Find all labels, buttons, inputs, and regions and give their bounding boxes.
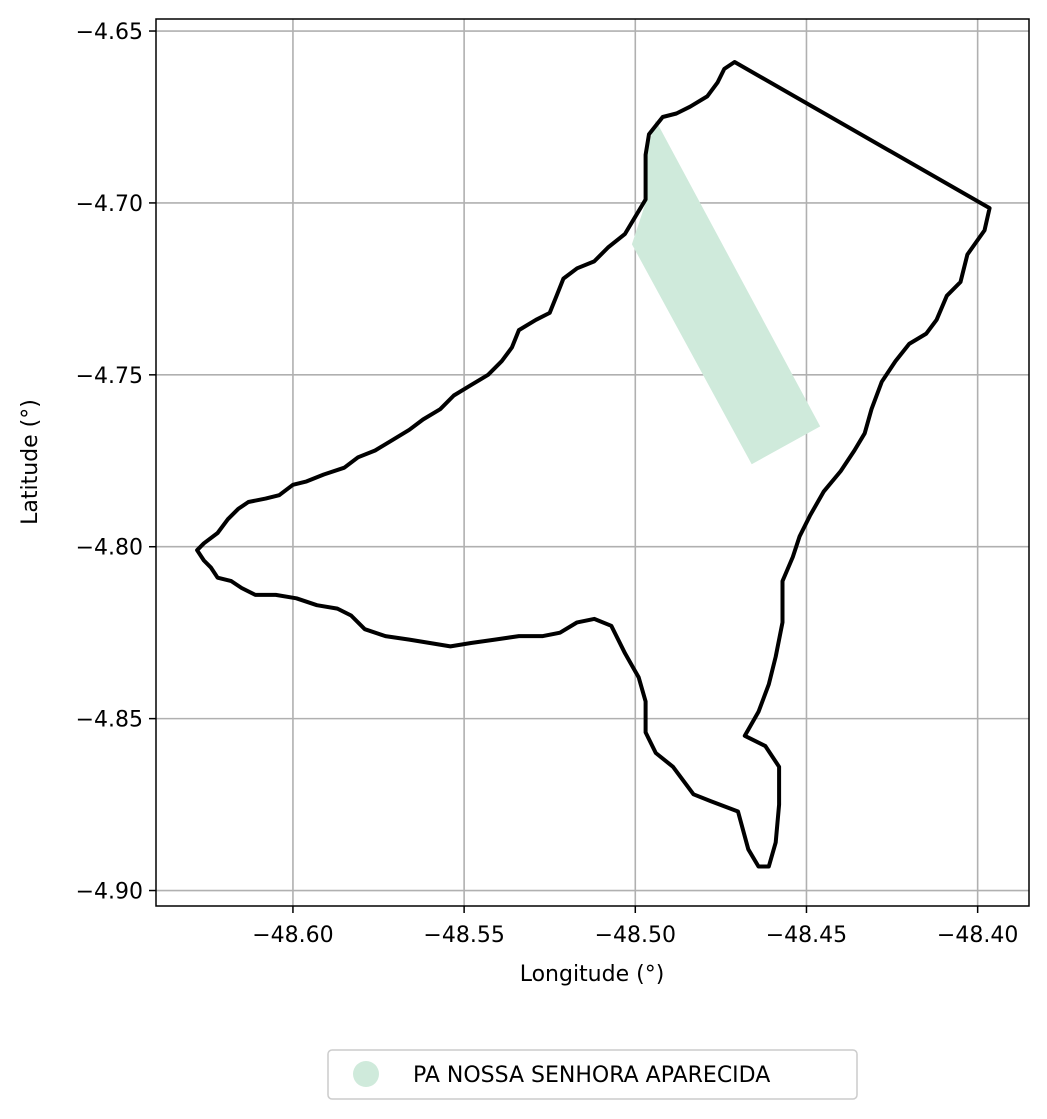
y-tick-label: −4.90: [76, 880, 143, 905]
axis-ticks: −48.60 −48.55 −48.50 −48.45 −48.40 −4.65 −4.70…: [76, 20, 1019, 948]
y-tick-label: −4.85: [76, 708, 143, 733]
y-tick-label: −4.65: [76, 20, 143, 45]
grid-lines: [156, 19, 1029, 906]
legend: PA NOSSA SENHORA APARECIDA: [327, 1049, 858, 1100]
legend-frame: [327, 1049, 858, 1100]
plot-frame: [155, 18, 1030, 907]
boundary-outline: [195, 60, 992, 869]
x-tick-label: −48.50: [595, 923, 676, 948]
y-tick-label: −4.70: [76, 192, 143, 217]
legend-marker: [353, 1061, 379, 1087]
x-tick-label: −48.55: [423, 923, 504, 948]
x-tick-label: −48.60: [252, 923, 333, 948]
municipality-boundary: [195, 60, 992, 869]
x-axis-label: Longitude (°): [520, 962, 665, 987]
y-tick-label: −4.75: [76, 364, 143, 389]
settlement-areas: [631, 120, 821, 465]
x-tick-label: −48.40: [937, 923, 1018, 948]
y-axis-label: Latitude (°): [18, 399, 43, 525]
x-tick-label: −48.45: [766, 923, 847, 948]
y-tick-label: −4.80: [76, 536, 143, 561]
legend-entry-label: PA NOSSA SENHORA APARECIDA: [413, 1063, 770, 1088]
settlement-area: [631, 120, 821, 465]
